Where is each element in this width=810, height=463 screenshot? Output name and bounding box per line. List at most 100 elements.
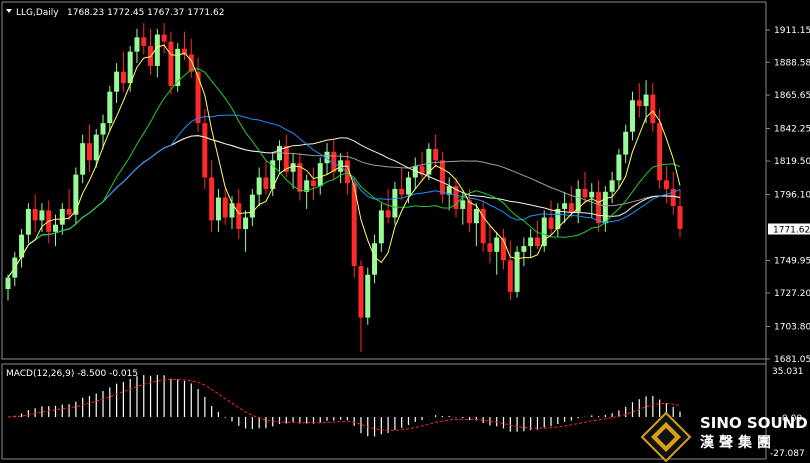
macd-axis-top: 35.031 <box>772 367 804 377</box>
candle-body <box>25 208 31 235</box>
candle-body <box>616 154 622 181</box>
macd-signal-line <box>7 379 681 431</box>
candle-body <box>66 208 72 215</box>
candle-body <box>73 174 79 215</box>
candle-body <box>643 94 649 106</box>
candle-body <box>175 48 181 86</box>
candle-body <box>270 160 276 189</box>
price-tick-label: 1681.05 <box>774 355 810 365</box>
ma-yellow-line <box>7 44 681 278</box>
candle-body <box>677 206 683 229</box>
candle-body <box>480 208 486 244</box>
candle-body <box>501 237 507 261</box>
candle-body <box>263 177 269 189</box>
candle-body <box>114 71 120 92</box>
price-axis: 1911.15 1888.58 1865.65 1842.25 1819.50 1796.… <box>766 26 810 365</box>
candle-body <box>351 183 357 267</box>
candle-body <box>521 246 527 252</box>
candle-body <box>507 260 513 292</box>
candle-body <box>161 34 167 42</box>
candle-body <box>209 177 215 221</box>
svg-text:1771.62: 1771.62 <box>773 226 810 236</box>
candle-body <box>127 51 133 84</box>
candle-body <box>168 41 174 86</box>
candle-body <box>249 194 255 218</box>
candle-body <box>541 217 547 247</box>
candle-body <box>181 48 187 55</box>
candle-body <box>310 180 316 187</box>
candle-body <box>589 191 595 198</box>
candle-body <box>636 100 642 106</box>
candle-body <box>86 143 92 161</box>
candle-body <box>290 163 296 172</box>
chart-header: LLG,Daily 1768.23 1772.45 1767.37 1771.6… <box>6 8 224 18</box>
candle-body <box>229 203 235 218</box>
candle-body <box>378 210 384 244</box>
price-tick-label: 1796.10 <box>774 191 810 201</box>
price-tick-label: 1749.95 <box>774 256 810 266</box>
ma-green-line <box>7 68 681 278</box>
candle-body <box>650 94 656 124</box>
candle-body <box>256 177 262 195</box>
symbol-label: LLG,Daily <box>16 8 59 18</box>
candles-group <box>5 23 683 352</box>
brand-name: SINO SOUND <box>700 414 808 432</box>
candle-body <box>602 191 608 224</box>
candle-body <box>243 217 249 229</box>
candle-body <box>236 203 242 229</box>
candle-body <box>494 237 500 252</box>
candle-body <box>528 237 534 247</box>
candle-body <box>365 274 371 318</box>
candle-body <box>405 177 411 195</box>
candle-body <box>514 251 520 292</box>
current-price-marker: 1771.62 <box>768 223 810 236</box>
candle-body <box>663 180 669 189</box>
candle-body <box>372 243 378 275</box>
candle-body <box>120 71 126 84</box>
candle-body <box>107 91 113 124</box>
candle-body <box>629 100 635 132</box>
candle-body <box>555 208 561 229</box>
candle-body <box>358 266 364 318</box>
candle-body <box>317 163 323 187</box>
candle-body <box>487 243 493 252</box>
candle-body <box>202 123 208 178</box>
macd-indicator-label: MACD(12,26,9) -8.500 -0.015 <box>6 369 138 379</box>
candle-body <box>53 224 59 232</box>
candle-body <box>534 237 540 247</box>
candle-body <box>412 166 418 178</box>
candle-body <box>548 217 554 229</box>
price-tick-label: 1888.58 <box>774 58 810 68</box>
candle-body <box>304 180 310 192</box>
ohlc-values: 1768.23 1772.45 1767.37 1771.62 <box>67 8 224 18</box>
candle-body <box>623 131 629 155</box>
price-tick-label: 1703.80 <box>774 322 810 332</box>
candle-body <box>141 37 147 46</box>
candle-body <box>385 210 391 218</box>
price-tick-label: 1842.25 <box>774 125 810 135</box>
candle-body <box>419 166 425 175</box>
candle-body <box>439 160 445 195</box>
candle-body <box>596 191 602 224</box>
candle-body <box>32 208 38 221</box>
candle-body <box>657 123 663 181</box>
candle-body <box>670 188 676 207</box>
price-tick-label: 1911.15 <box>774 26 810 36</box>
brand-name-cn: 漢聲集團 <box>700 434 776 451</box>
dropdown-triangle-icon[interactable] <box>6 9 12 13</box>
candle-body <box>188 54 194 72</box>
price-tick-label: 1727.20 <box>774 289 810 299</box>
sino-sound-watermark: SINO SOUND 漢聲集團 <box>640 411 808 463</box>
price-tick-label: 1865.65 <box>774 91 810 101</box>
candle-body <box>195 71 201 124</box>
moving-averages-group <box>7 44 681 278</box>
candle-body <box>215 197 221 221</box>
candle-body <box>609 180 615 192</box>
candle-body <box>338 160 344 172</box>
macd-signal-path <box>7 379 681 431</box>
candle-body <box>399 188 405 195</box>
candle-body <box>222 197 228 218</box>
candle-body <box>39 210 45 221</box>
candle-body <box>80 143 86 175</box>
